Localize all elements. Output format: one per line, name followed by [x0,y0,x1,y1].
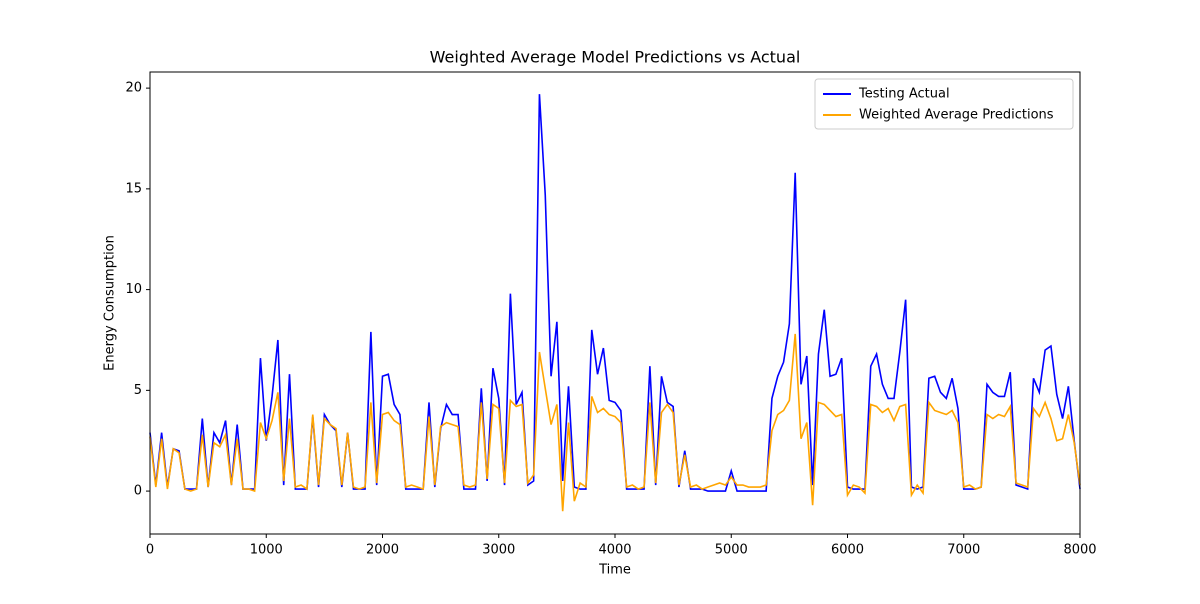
y-tick-label: 5 [134,383,142,398]
series-line [149,333,1081,512]
y-axis-label: Energy Consumption [103,235,118,371]
legend-label: Testing Actual [858,87,950,102]
y-tick-label: 0 [134,484,142,499]
legend-box [814,78,1074,130]
legend-label: Weighted Average Predictions [859,108,1054,123]
y-tick-label: 10 [125,282,142,297]
series-line [149,94,1081,492]
x-tick-label: 5000 [715,543,748,558]
x-axis-label: Time [598,563,631,578]
y-tick-label: 20 [125,81,142,96]
x-tick-label: 0 [146,543,154,558]
chart-title: Weighted Average Model Predictions vs Ac… [430,48,801,67]
x-tick-label: 3000 [482,543,515,558]
plot-frame [149,71,1081,535]
x-tick-label: 8000 [1063,543,1096,558]
x-tick-label: 4000 [598,543,631,558]
x-tick-label: 7000 [947,543,980,558]
x-tick-label: 2000 [366,543,399,558]
x-tick-label: 1000 [250,543,283,558]
y-tick-label: 15 [125,181,142,196]
x-tick-label: 6000 [831,543,864,558]
